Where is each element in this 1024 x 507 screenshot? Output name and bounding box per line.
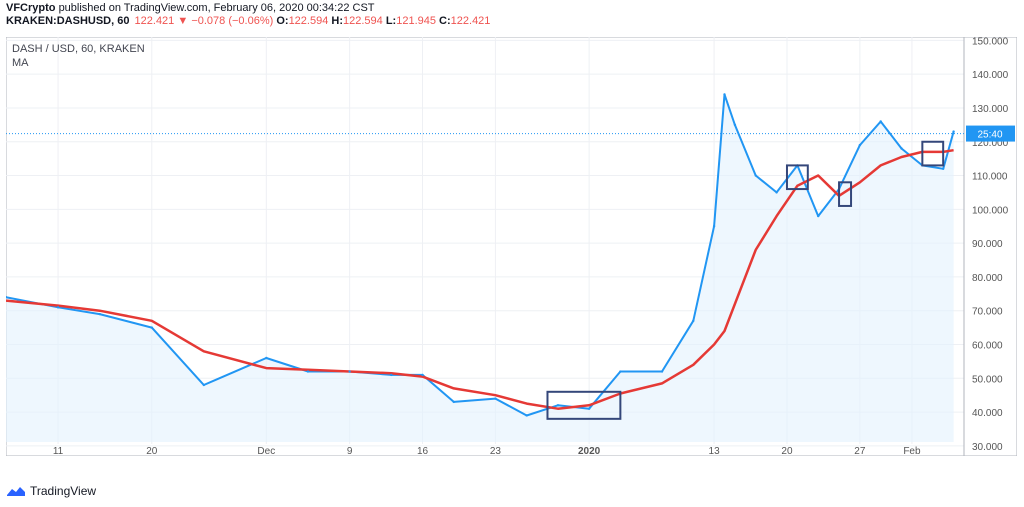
y-tick-label: 90.000 xyxy=(972,239,1003,250)
price-point[interactable] xyxy=(556,404,560,407)
price-point[interactable] xyxy=(56,306,60,309)
price-point[interactable] xyxy=(525,414,528,417)
close-value: 122.421 xyxy=(450,15,491,27)
last-price-tag xyxy=(966,125,1015,142)
last-price: 122.421 xyxy=(134,15,175,27)
x-tick-label: 13 xyxy=(709,446,721,456)
price-point[interactable] xyxy=(817,214,820,218)
price-point[interactable] xyxy=(754,174,757,177)
change-value: −0.078 (−0.06%) xyxy=(191,15,274,27)
price-point[interactable] xyxy=(494,397,497,400)
y-tick-label: 30.000 xyxy=(972,442,1003,453)
published-text: published on TradingView.com, February 0… xyxy=(58,2,375,14)
publish-line: VFCrypto published on TradingView.com, F… xyxy=(6,2,1016,15)
x-tick-label: 23 xyxy=(490,446,502,456)
x-tick-label: 20 xyxy=(781,446,793,456)
change-arrow-icon: ▼ xyxy=(177,15,189,27)
price-chart[interactable]: 30.000 40.000 50.000 60.000 70.000 80.000 90.0… xyxy=(6,37,1017,456)
price-point[interactable] xyxy=(952,130,955,133)
footer: TradingView xyxy=(6,480,96,502)
price-point[interactable] xyxy=(900,147,903,150)
price-point[interactable] xyxy=(712,225,716,228)
price-point[interactable] xyxy=(941,167,945,170)
x-tick-label: Dec xyxy=(257,446,275,456)
open-label: O: xyxy=(276,15,289,27)
price-point[interactable] xyxy=(733,123,737,127)
price-point[interactable] xyxy=(452,400,455,404)
x-tick-label: 20 xyxy=(146,446,158,456)
price-point[interactable] xyxy=(660,370,664,373)
price-point[interactable] xyxy=(348,370,351,373)
price-point[interactable] xyxy=(879,120,882,123)
price-point[interactable] xyxy=(421,373,424,377)
y-tick-label: 60.000 xyxy=(972,340,1003,351)
tradingview-logo-icon[interactable] xyxy=(6,484,26,498)
price-point[interactable] xyxy=(202,383,206,387)
indicator-label[interactable]: MA xyxy=(12,57,29,69)
low-label: L: xyxy=(385,15,397,27)
y-tick-label: 130.000 xyxy=(972,104,1009,115)
pane-title: DASH / USD, 60, KRAKEN xyxy=(12,43,145,55)
high-value: 122.594 xyxy=(343,15,383,27)
last-price-tag-text: 25:40 xyxy=(977,130,1002,141)
low-value: 121.945 xyxy=(396,15,436,27)
y-tick-label: 40.000 xyxy=(972,408,1003,419)
author-name[interactable]: VFCrypto xyxy=(6,2,56,14)
price-point[interactable] xyxy=(775,191,778,194)
highlight-box[interactable] xyxy=(921,140,945,167)
highlight-box[interactable] xyxy=(838,181,853,207)
pane-legend: DASH / USD, 60, KRAKEN MA xyxy=(12,42,145,70)
symbol-label[interactable]: KRAKEN:DASHUSD, 60 xyxy=(6,15,130,27)
price-point[interactable] xyxy=(306,370,310,373)
y-tick-label: 50.000 xyxy=(972,374,1003,385)
price-point[interactable] xyxy=(692,319,695,323)
ma-series-line[interactable] xyxy=(6,148,954,410)
symbol-line: KRAKEN:DASHUSD, 60 122.421 ▼ −0.078 (−0.… xyxy=(6,15,1016,28)
x-tick-label: 16 xyxy=(417,446,429,456)
y-tick-label: 140.000 xyxy=(972,70,1009,81)
y-tick-label: 110.000 xyxy=(972,172,1008,183)
price-series-line[interactable] xyxy=(6,93,955,417)
x-tick-label: 11 xyxy=(53,446,64,456)
high-label: H: xyxy=(331,15,343,27)
price-point[interactable] xyxy=(619,370,622,373)
price-point[interactable] xyxy=(858,143,862,147)
price-point[interactable] xyxy=(6,295,8,299)
open-value: 122.594 xyxy=(288,15,329,27)
chart-area[interactable]: 30.000 40.000 50.000 60.000 70.000 80.000 90.0… xyxy=(6,37,1017,456)
price-point[interactable] xyxy=(98,312,101,316)
price-point[interactable] xyxy=(390,373,393,377)
x-tick-label: 2020 xyxy=(578,446,601,456)
y-tick-label: 70.000 xyxy=(972,307,1003,318)
highlight-box[interactable] xyxy=(546,390,622,420)
price-point[interactable] xyxy=(587,407,591,410)
chart-header: VFCrypto published on TradingView.com, F… xyxy=(6,2,1016,28)
y-tick-label: 100.000 xyxy=(972,205,1009,216)
y-tick-label: 80.000 xyxy=(972,273,1003,284)
tradingview-brand[interactable]: TradingView xyxy=(30,484,97,498)
y-tick-label: 120.000 xyxy=(972,138,1009,149)
highlight-box[interactable] xyxy=(785,164,809,191)
price-point[interactable] xyxy=(723,93,726,96)
close-label: C: xyxy=(439,15,451,27)
x-tick-label: Feb xyxy=(903,446,921,456)
x-tick-label: 9 xyxy=(347,446,353,456)
x-tick-label: 27 xyxy=(854,446,866,456)
price-point[interactable] xyxy=(265,356,268,360)
y-tick-label: 150.000 xyxy=(972,37,1009,47)
price-point[interactable] xyxy=(150,326,153,329)
price-area-fill xyxy=(6,94,954,443)
